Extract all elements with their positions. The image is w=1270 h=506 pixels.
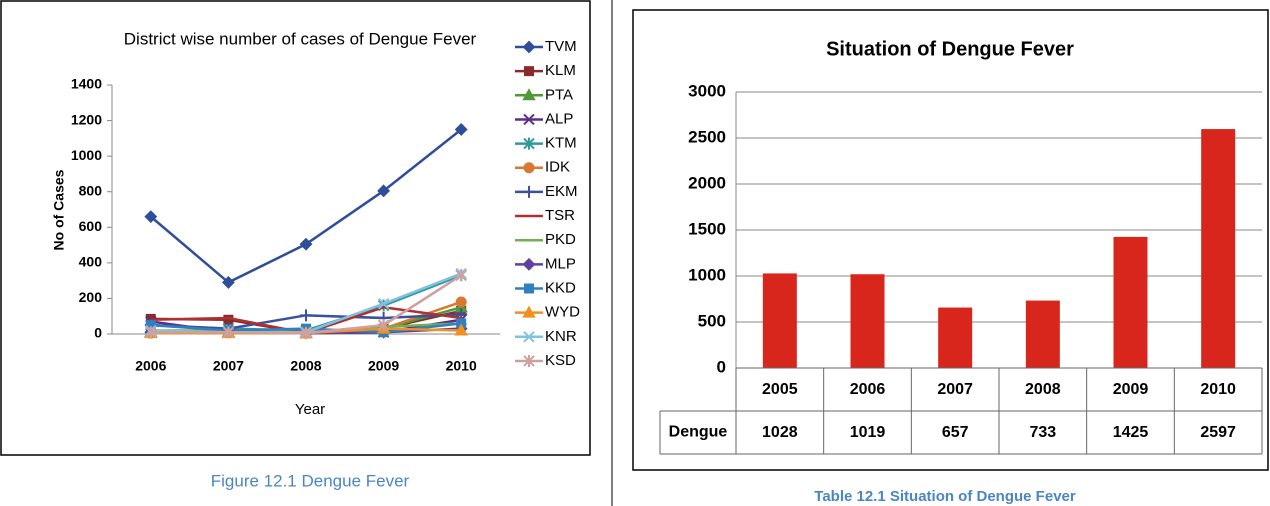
table-value: 1425: [1113, 424, 1149, 441]
marker: [522, 88, 536, 101]
legend-label: EKM: [545, 183, 578, 200]
marker: [300, 309, 312, 322]
bar: [850, 274, 885, 368]
y-tick-label: 2000: [688, 173, 726, 192]
marker: [524, 66, 534, 77]
table-value: 1028: [762, 424, 798, 441]
table-value: 657: [942, 424, 969, 441]
marker: [523, 113, 535, 126]
legend-label: PKD: [545, 231, 576, 248]
marker: [455, 269, 467, 282]
legend-label: KKD: [545, 279, 576, 296]
chart-frame: [632, 9, 1269, 471]
x-tick-label: 2006: [850, 381, 886, 398]
x-tick-label: 2009: [1113, 381, 1149, 398]
legend-label: MLP: [545, 255, 576, 272]
y-tick-label: 600: [79, 218, 103, 234]
figure-frame: [0, 0, 591, 456]
table-row-label: Dengue: [669, 424, 728, 441]
x-tick-label: 2007: [213, 358, 244, 374]
legend-label: PTA: [545, 86, 573, 103]
marker: [454, 323, 468, 336]
marker: [377, 298, 390, 310]
y-tick-label: 400: [79, 254, 103, 270]
table-value: 2597: [1200, 424, 1236, 441]
legend-label: KLM: [545, 62, 576, 79]
y-tick-label: 3000: [688, 81, 726, 100]
x-tick-label: 2005: [762, 381, 798, 398]
table-value: 1019: [850, 424, 886, 441]
bar: [1113, 236, 1148, 368]
legend-label: WYD: [545, 304, 580, 321]
marker: [455, 296, 467, 308]
y-tick-label: 0: [717, 357, 726, 376]
marker: [221, 276, 235, 289]
legend-label: ALP: [545, 110, 573, 127]
marker: [454, 123, 468, 136]
table-value: 733: [1029, 424, 1056, 441]
y-tick-label: 1500: [688, 219, 726, 238]
y-tick-label: 1200: [71, 111, 102, 127]
x-tick-label: 2006: [135, 358, 166, 374]
marker: [522, 40, 536, 54]
bar: [762, 273, 797, 368]
y-tick-label: 200: [79, 289, 103, 305]
marker: [523, 354, 535, 367]
legend-label: KTM: [545, 135, 577, 152]
legend-label: KNR: [545, 328, 577, 345]
x-tick-label: 2008: [290, 358, 321, 374]
marker: [377, 184, 391, 198]
x-tick-label: 2010: [1200, 381, 1236, 398]
bar: [938, 307, 973, 368]
table-caption: Table 12.1 Situation of Dengue Fever: [814, 488, 1076, 505]
x-tick-label: 2010: [446, 358, 477, 374]
marker: [522, 305, 536, 318]
y-tick-label: 500: [698, 311, 726, 330]
x-axis-label: Year: [295, 401, 325, 418]
marker: [523, 162, 535, 174]
y-tick-label: 0: [94, 325, 102, 341]
marker: [300, 327, 312, 340]
y-tick-label: 1000: [71, 147, 102, 163]
figure-caption: Figure 12.1 Dengue Fever: [211, 471, 410, 490]
y-axis-label: No of Cases: [51, 169, 67, 250]
marker: [144, 210, 158, 224]
marker: [524, 283, 534, 294]
series-line: [150, 272, 462, 334]
series-line: [149, 128, 462, 284]
marker: [145, 326, 157, 339]
chart-title: Situation of Dengue Fever: [826, 38, 1074, 60]
legend-label: KSD: [545, 352, 576, 369]
marker: [377, 319, 390, 332]
marker: [523, 137, 535, 150]
chart-title: District wise number of cases of Dengue …: [124, 29, 477, 48]
marker: [222, 326, 235, 339]
y-tick-label: 1000: [688, 265, 726, 284]
y-tick-label: 800: [79, 182, 103, 198]
marker: [523, 331, 535, 343]
y-tick-label: 1400: [71, 76, 102, 92]
x-tick-label: 2008: [1025, 381, 1061, 398]
marker: [299, 237, 313, 251]
bar: [1201, 129, 1236, 368]
x-tick-label: 2007: [937, 381, 973, 398]
bar: [1025, 300, 1060, 368]
legend-label: TSR: [545, 207, 575, 224]
legend-label: TVM: [545, 38, 577, 55]
y-tick-label: 2500: [688, 127, 726, 146]
legend-label: IDK: [545, 159, 570, 176]
marker: [522, 257, 536, 271]
marker: [523, 185, 535, 198]
x-tick-label: 2009: [368, 358, 399, 374]
